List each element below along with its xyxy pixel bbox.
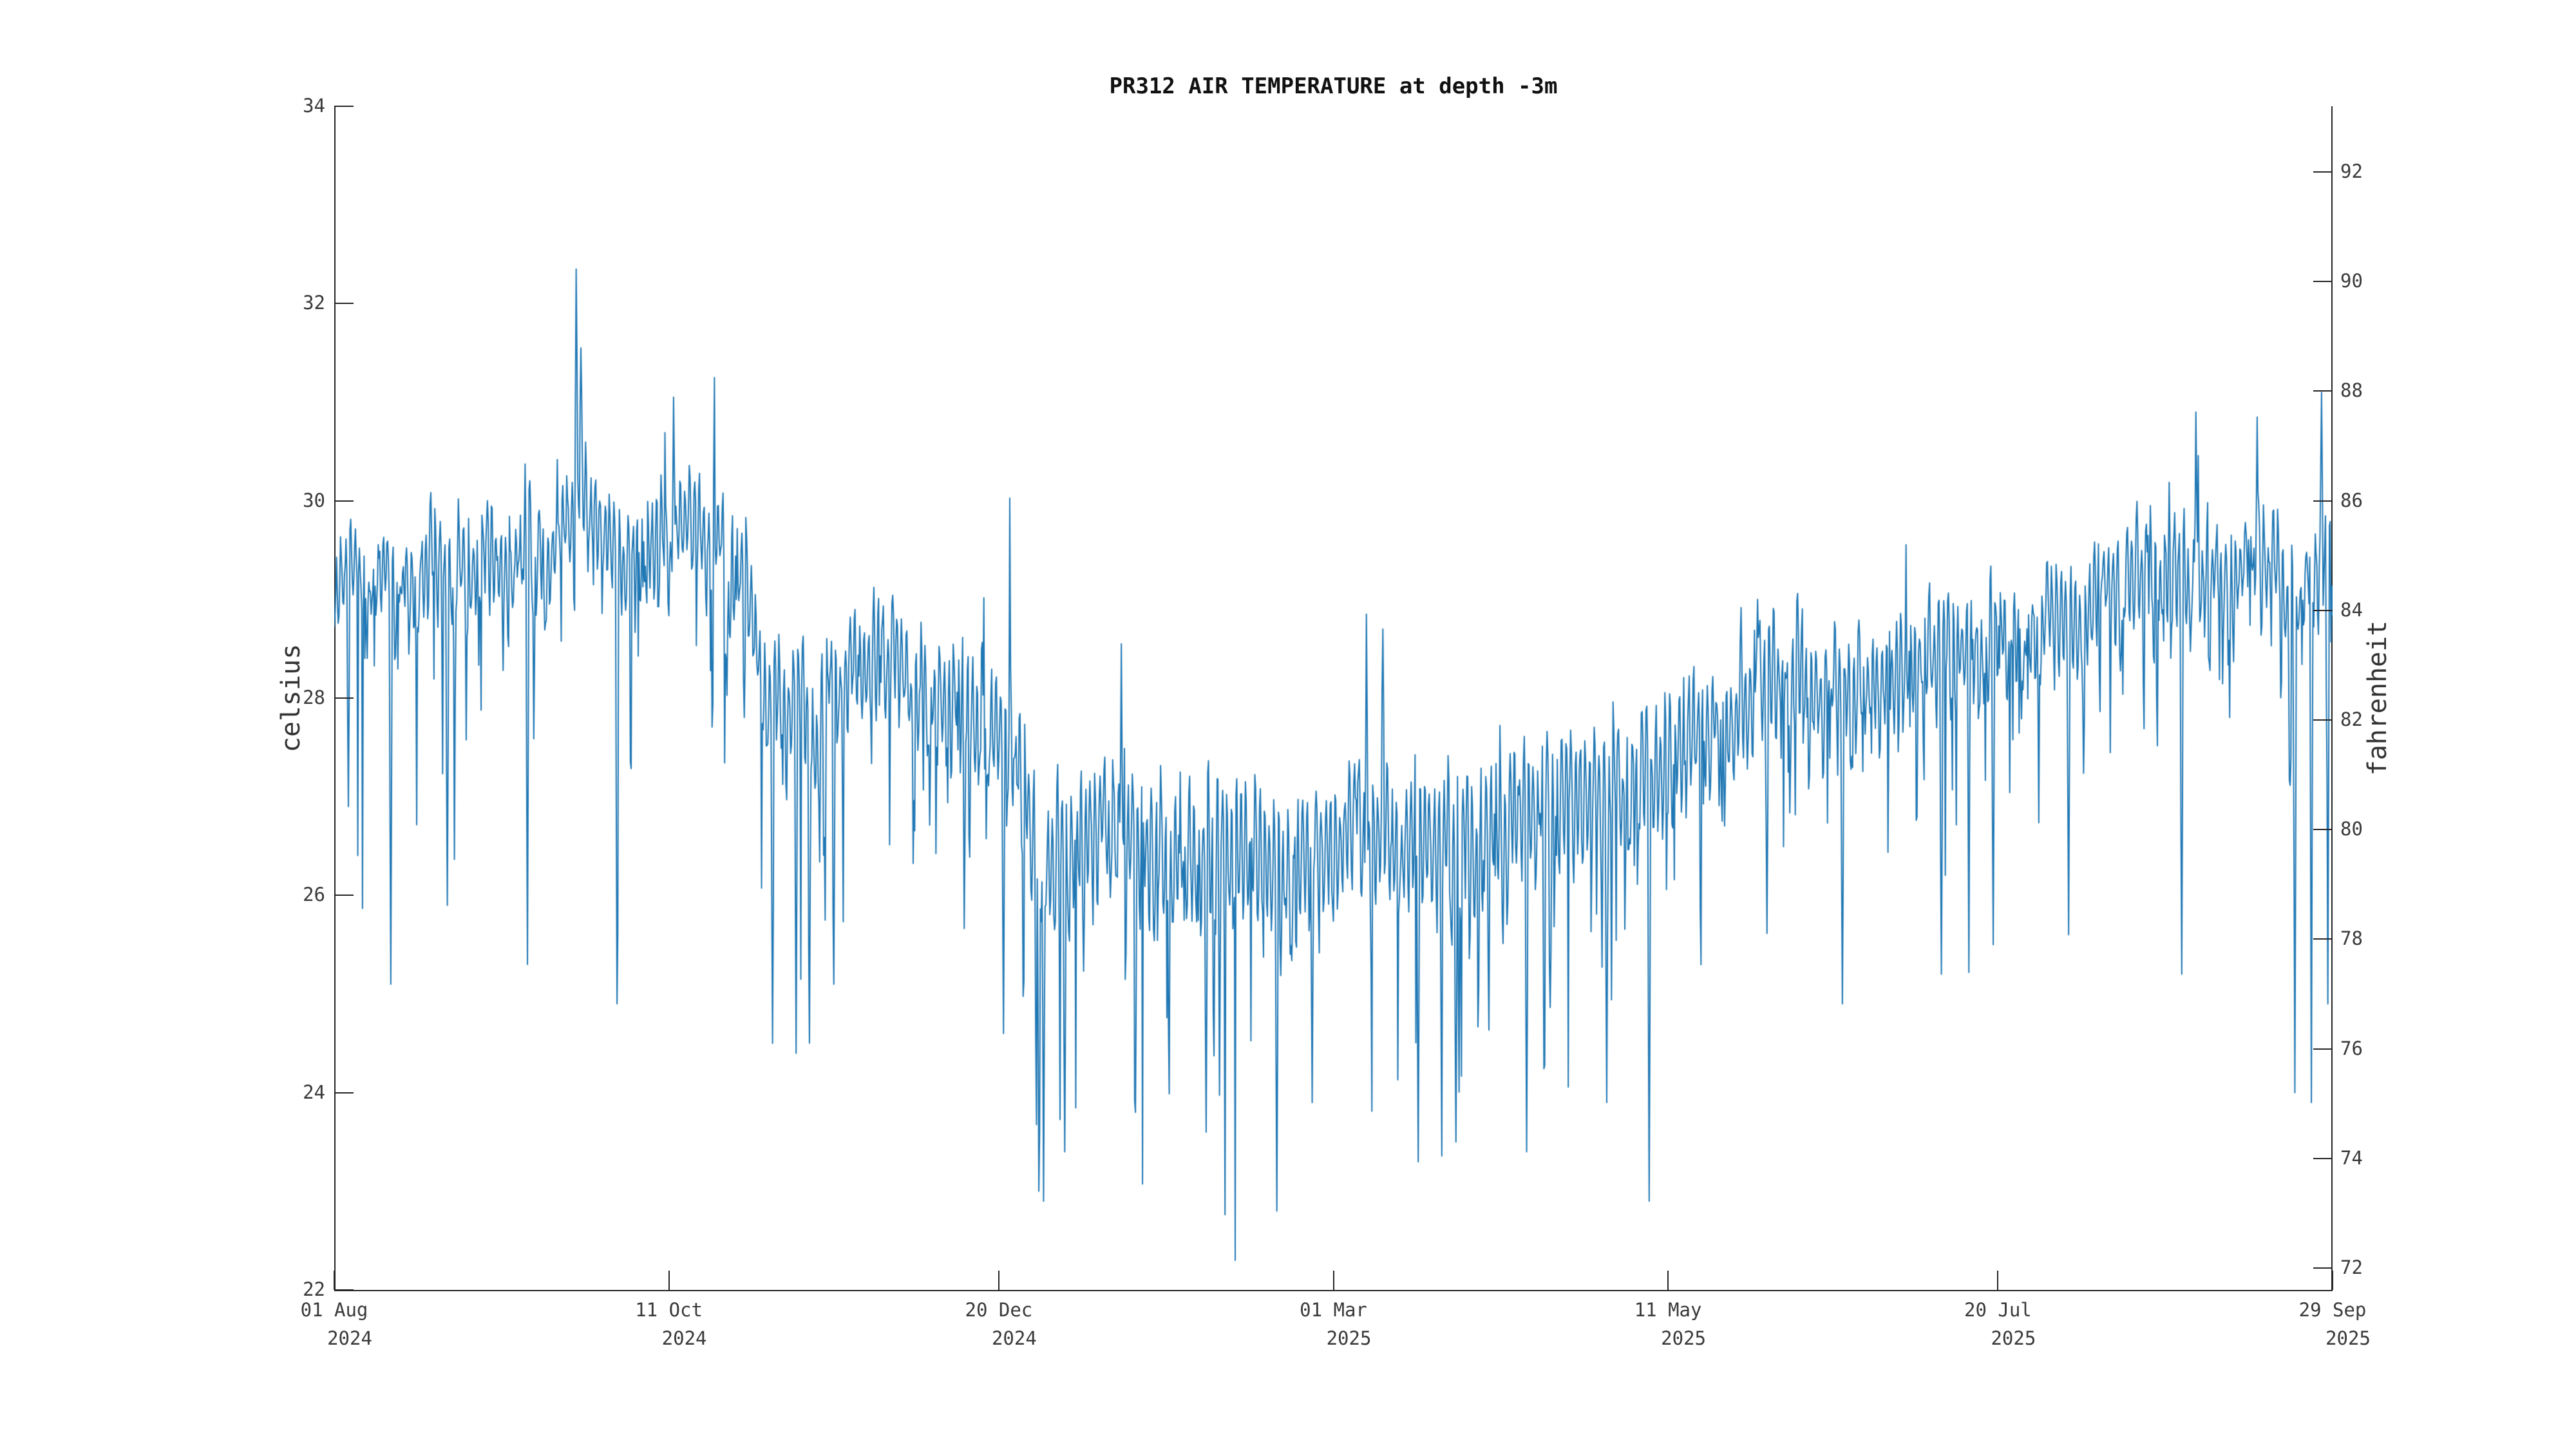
x-tick-label-date: 01 Mar (1300, 1299, 1367, 1321)
x-tick-label-date: 11 Oct (635, 1299, 703, 1321)
y-tick-mark-fahrenheit (2313, 500, 2333, 502)
x-tick-label-year: 2025 (1661, 1327, 1707, 1349)
y-tick-mark-celsius (334, 895, 354, 896)
y-tick-mark-fahrenheit (2313, 171, 2333, 173)
y-tick-label-fahrenheit: 72 (2340, 1256, 2363, 1278)
y-tick-mark-fahrenheit (2313, 829, 2333, 831)
y-tick-label-celsius: 30 (303, 489, 325, 511)
y-tick-mark-fahrenheit (2313, 390, 2333, 392)
y-tick-label-fahrenheit: 76 (2340, 1037, 2363, 1059)
y-tick-label-fahrenheit: 92 (2340, 160, 2363, 183)
y-tick-label-fahrenheit: 80 (2340, 818, 2363, 840)
x-tick-label-date: 11 May (1634, 1299, 1702, 1321)
y-tick-mark-fahrenheit (2313, 1157, 2333, 1159)
x-tick-mark (1332, 1271, 1334, 1290)
chart-title: PR312 AIR TEMPERATURE at depth -3m (1109, 73, 1558, 99)
x-tick-mark (668, 1271, 670, 1290)
x-tick-mark (334, 1271, 335, 1290)
temperature-series-line (334, 106, 2333, 1290)
x-axis-spine (334, 1290, 2333, 1291)
y-tick-label-celsius: 24 (303, 1081, 325, 1103)
y-tick-mark-celsius (334, 697, 354, 699)
x-tick-mark (1667, 1271, 1669, 1290)
y-tick-label-celsius: 22 (303, 1278, 325, 1300)
y-tick-label-fahrenheit: 78 (2340, 927, 2363, 950)
y-tick-label-celsius: 32 (303, 292, 325, 314)
y-tick-label-fahrenheit: 84 (2340, 598, 2363, 621)
y-tick-label-fahrenheit: 86 (2340, 489, 2363, 511)
x-tick-mark (998, 1271, 999, 1290)
y-axis-left-label: celsius (276, 643, 306, 753)
x-tick-mark (2332, 1271, 2333, 1290)
x-tick-label-year: 2024 (661, 1327, 707, 1349)
y-tick-mark-fahrenheit (2313, 719, 2333, 721)
x-tick-label-year: 2024 (991, 1327, 1037, 1349)
x-tick-label-date: 20 Dec (965, 1299, 1033, 1321)
y-tick-mark-celsius (334, 1289, 354, 1291)
y-tick-label-celsius: 34 (303, 95, 325, 117)
x-tick-label-year: 2025 (1326, 1327, 1372, 1349)
y-tick-mark-fahrenheit (2313, 938, 2333, 940)
x-tick-label-date: 01 Aug (300, 1299, 368, 1321)
y-tick-mark-celsius (334, 1092, 354, 1094)
y-tick-mark-celsius (334, 500, 354, 502)
y-tick-mark-fahrenheit (2313, 281, 2333, 283)
y-tick-label-fahrenheit: 74 (2340, 1146, 2363, 1169)
y-tick-label-fahrenheit: 82 (2340, 708, 2363, 731)
y-tick-label-fahrenheit: 90 (2340, 270, 2363, 292)
x-tick-label-date: 20 Jul (1964, 1299, 2032, 1321)
y-tick-label-celsius: 26 (303, 884, 325, 906)
y-tick-label-celsius: 28 (303, 687, 325, 708)
y-tick-mark-fahrenheit (2313, 1267, 2333, 1269)
y-tick-mark-celsius (334, 106, 354, 107)
x-tick-label-year: 2024 (327, 1327, 372, 1349)
y-tick-label-fahrenheit: 88 (2340, 379, 2363, 402)
y-tick-mark-fahrenheit (2313, 1048, 2333, 1050)
y-tick-mark-fahrenheit (2313, 609, 2333, 611)
x-tick-mark (1997, 1271, 1999, 1290)
y-tick-mark-celsius (334, 303, 354, 305)
x-tick-label-date: 29 Sep (2298, 1299, 2367, 1321)
y-axis-right-label: fahrenheit (2363, 620, 2392, 776)
x-tick-label-year: 2025 (2325, 1327, 2371, 1349)
x-tick-label-year: 2025 (1991, 1327, 2036, 1349)
